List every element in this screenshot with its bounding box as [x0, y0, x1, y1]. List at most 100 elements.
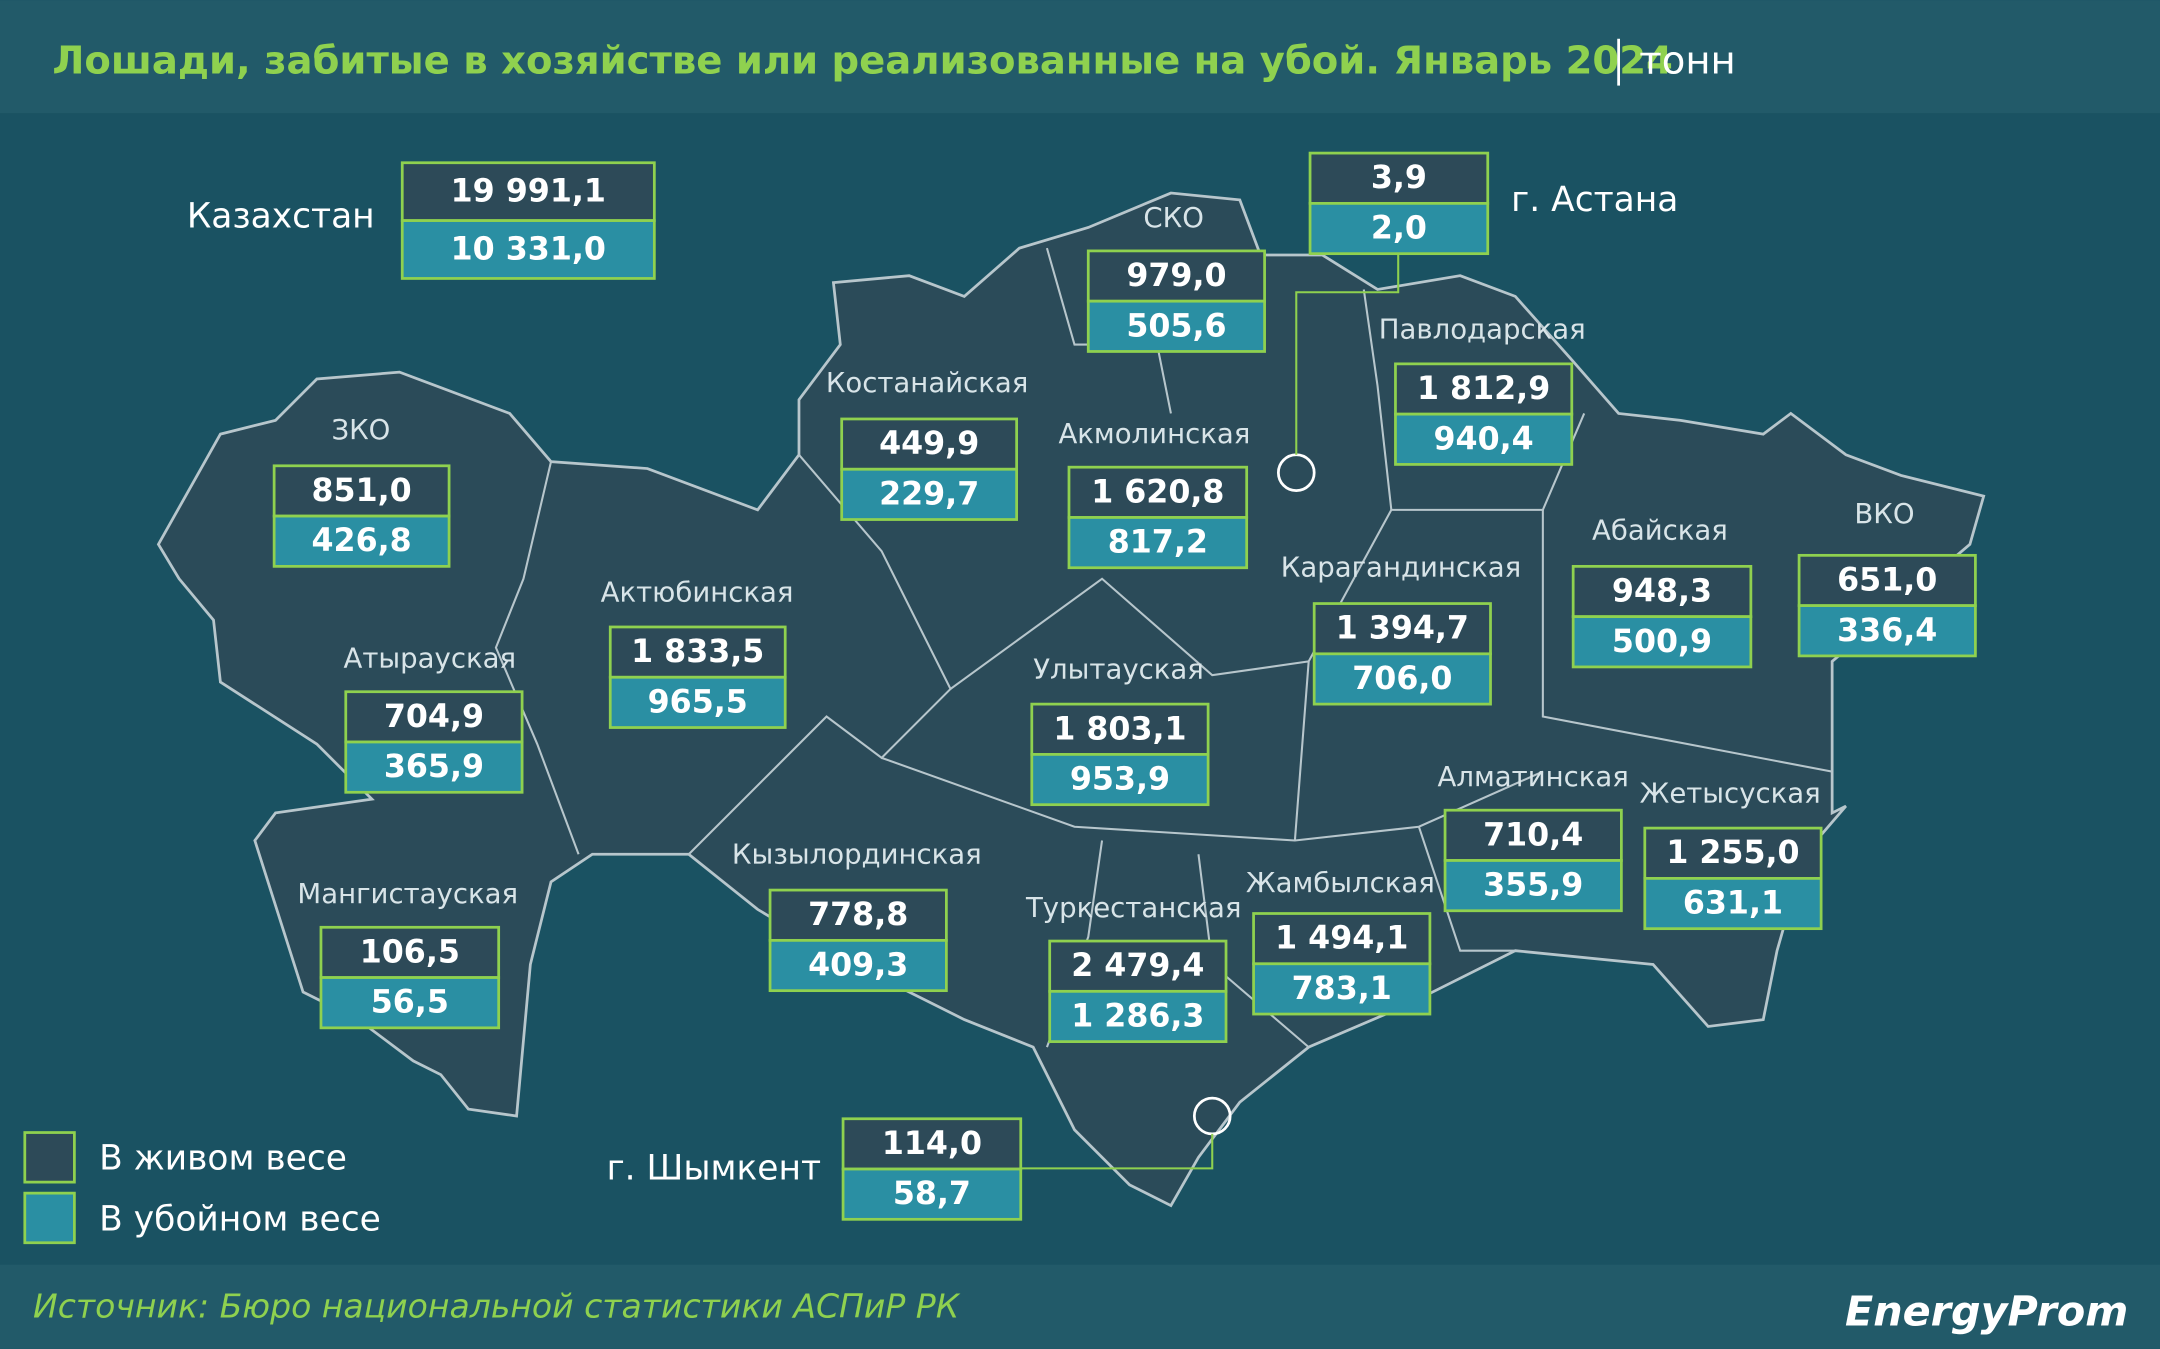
- region-name: Абайская: [1592, 515, 1728, 547]
- live-value: 106,5: [360, 934, 460, 970]
- slaughter-cell: [272, 514, 451, 568]
- region-name: Казахстан: [187, 196, 375, 236]
- slaughter-value: 1 286,3: [1071, 998, 1204, 1034]
- live-cell: [1067, 465, 1249, 519]
- live-value: 851,0: [312, 473, 412, 509]
- region-name: Карагандинская: [1281, 552, 1521, 584]
- live-value: 3,9: [1371, 160, 1427, 196]
- live-cell: [1394, 362, 1574, 416]
- region-name: Алматинская: [1438, 761, 1629, 793]
- region-name: Туркестанская: [1025, 892, 1242, 924]
- live-cell: [1030, 702, 1210, 756]
- slaughter-cell: [840, 467, 1019, 521]
- slaughter-cell: [344, 740, 524, 794]
- slaughter-cell: [1643, 877, 1823, 931]
- region-name: Жамбылская: [1246, 867, 1435, 899]
- region-name: г. Шымкент: [607, 1148, 821, 1188]
- source: Источник: Бюро национальной статистики А…: [33, 1287, 961, 1326]
- slaughter-value: 58,7: [893, 1176, 971, 1212]
- live-cell: [1086, 249, 1266, 303]
- live-value: 1 494,1: [1275, 921, 1408, 957]
- region-name: СКО: [1143, 202, 1203, 234]
- slaughter-value: 336,4: [1837, 613, 1937, 649]
- live-cell: [841, 1117, 1023, 1171]
- slaughter-cell: [1030, 753, 1210, 807]
- region-name: Кызылординская: [732, 838, 982, 870]
- slaughter-cell: [319, 976, 501, 1030]
- region-name: ЗКО: [331, 414, 390, 446]
- shymkent-connector: [1020, 1133, 1214, 1170]
- slaughter-cell: [608, 675, 787, 729]
- live-value: 1 812,9: [1417, 371, 1550, 407]
- live-cell: [400, 161, 656, 222]
- slaughter-value: 817,2: [1108, 525, 1208, 561]
- slaughter-cell: [768, 938, 948, 993]
- logo: EnergyProm: [1845, 1288, 2128, 1336]
- region-name: ВКО: [1854, 498, 1914, 530]
- live-cell: [1308, 151, 1490, 205]
- legend-slaughter: В убойном весе: [99, 1199, 381, 1239]
- live-cell: [608, 625, 787, 679]
- slaughter-value: 631,1: [1683, 886, 1783, 922]
- region-name: Павлодарская: [1379, 313, 1586, 345]
- unit: тонн: [1639, 38, 1735, 83]
- live-value: 1 255,0: [1666, 835, 1799, 871]
- slaughter-cell: [1312, 652, 1492, 706]
- live-value: 449,9: [879, 426, 979, 462]
- slaughter-cell: [400, 219, 656, 280]
- slaughter-cell: [1086, 299, 1266, 353]
- live-value: 2 479,4: [1071, 948, 1204, 984]
- live-value: 651,0: [1837, 562, 1937, 598]
- live-value: 1 394,7: [1336, 611, 1469, 647]
- slaughter-value: 500,9: [1612, 624, 1712, 660]
- live-value: 19 991,1: [451, 174, 606, 210]
- live-value: 1 620,8: [1091, 474, 1224, 510]
- slaughter-value: 365,9: [384, 749, 484, 785]
- live-cell: [1643, 826, 1823, 880]
- slaughter-value: 426,8: [312, 523, 412, 559]
- region-name: Улытауская: [1033, 654, 1204, 686]
- shymkent-marker: [1192, 1096, 1232, 1136]
- slaughter-cell: [1067, 516, 1249, 570]
- slaughter-value: 355,9: [1483, 868, 1583, 904]
- slaughter-value: 56,5: [371, 985, 449, 1021]
- slaughter-cell: [1394, 412, 1574, 466]
- live-value: 948,3: [1612, 574, 1712, 610]
- slaughter-value: 409,3: [808, 948, 908, 984]
- legend-swatch-live: [23, 1131, 76, 1184]
- live-value: 114,0: [882, 1126, 982, 1162]
- region-name: г. Астана: [1511, 180, 1678, 220]
- live-cell: [1797, 553, 1977, 607]
- slaughter-value: 706,0: [1352, 661, 1452, 697]
- live-value: 704,9: [384, 699, 484, 735]
- live-cell: [768, 888, 948, 942]
- region-name: Костанайская: [826, 367, 1029, 399]
- region-name: Жетысуская: [1640, 778, 1821, 810]
- slaughter-value: 10 331,0: [451, 232, 606, 268]
- slaughter-value: 940,4: [1434, 421, 1534, 457]
- header-band: [0, 0, 2160, 114]
- slaughter-cell: [1571, 615, 1753, 669]
- live-cell: [1252, 912, 1432, 966]
- region-name: Мангистауская: [297, 878, 518, 910]
- slaughter-value: 229,7: [879, 476, 979, 512]
- live-cell: [319, 925, 501, 979]
- region-name: Актюбинская: [601, 577, 794, 609]
- slaughter-cell: [1252, 962, 1432, 1016]
- slaughter-value: 783,1: [1292, 971, 1392, 1007]
- slaughter-cell: [1048, 989, 1228, 1043]
- slaughter-value: 2,0: [1371, 211, 1427, 247]
- slaughter-cell: [1797, 604, 1977, 658]
- live-cell: [1443, 808, 1623, 862]
- live-value: 778,8: [808, 897, 908, 933]
- slaughter-value: 953,9: [1070, 762, 1170, 798]
- slaughter-value: 505,6: [1126, 308, 1226, 344]
- footer-band: [0, 1264, 2160, 1349]
- slaughter-cell: [841, 1167, 1023, 1221]
- live-value: 979,0: [1126, 258, 1226, 294]
- regions: Казахстан 19 991,1 10 331,0 СКО 979,0 505,6 г.…: [187, 151, 1977, 1221]
- region-name: Акмолинская: [1058, 418, 1250, 450]
- live-value: 1 803,1: [1053, 711, 1186, 747]
- legend-swatch-slaughter: [23, 1191, 76, 1245]
